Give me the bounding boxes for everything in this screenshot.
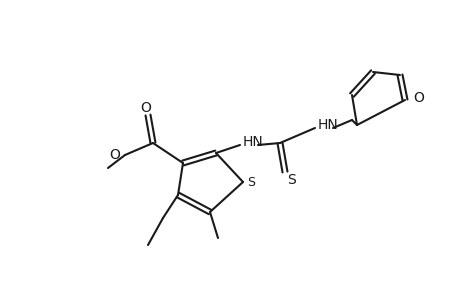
Text: O: O [412, 91, 423, 105]
Text: O: O [140, 101, 151, 115]
Text: O: O [109, 148, 120, 162]
Text: S: S [286, 173, 295, 187]
Text: S: S [246, 176, 254, 188]
Text: HN: HN [242, 135, 263, 149]
Text: HN: HN [317, 118, 338, 132]
